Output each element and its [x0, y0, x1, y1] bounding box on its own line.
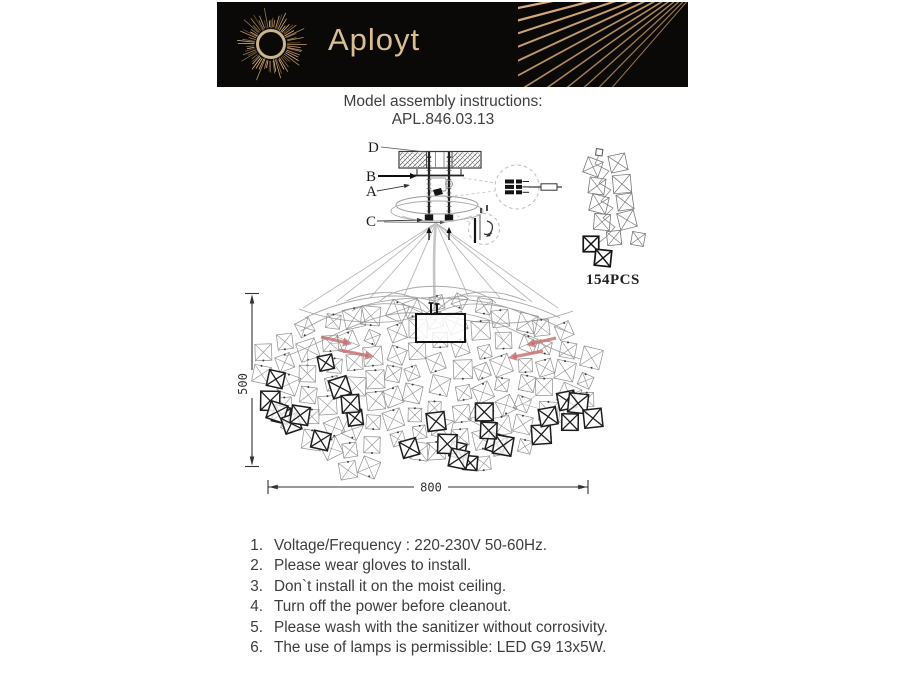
part-label-d: D	[368, 140, 379, 156]
instruction-item: 4. Turn off the power before cleanout.	[246, 598, 608, 618]
instruction-number: 2.	[250, 557, 263, 575]
instruction-text: Please wash with the sanitizer without c…	[274, 618, 608, 636]
instruction-number: 5.	[250, 618, 263, 636]
crystal-highlights	[259, 353, 604, 472]
instructions-list: 1. Voltage/Frequency : 220-230V 50-60Hz.…	[246, 537, 608, 659]
banner-rays-decoration	[518, 2, 688, 87]
instruction-number: 3.	[250, 577, 263, 595]
instruction-number: 6.	[250, 638, 263, 656]
instruction-text: Please wear gloves to install.	[274, 557, 472, 575]
part-label-b: B	[366, 169, 376, 185]
brand-banner: Aployt	[217, 2, 688, 87]
title-block: Model assembly instructions: APL.846.03.…	[143, 93, 743, 129]
part-label-a: A	[366, 184, 377, 200]
highlight-arrows	[320, 335, 557, 361]
instruction-item: 2. Please wear gloves to install.	[246, 557, 608, 577]
instruction-text: Don`t install it on the moist ceiling.	[274, 577, 507, 595]
instruction-text: Voltage/Frequency : 220-230V 50-60Hz.	[274, 537, 547, 554]
sunburst-logo-icon	[237, 8, 307, 81]
instruction-text: The use of lamps is permissible: LED G9 …	[274, 638, 607, 656]
model-number: APL.846.03.13	[391, 111, 495, 128]
suspension-wires	[302, 221, 559, 312]
instruction-number: 4.	[250, 598, 263, 616]
dimension-height-label: 500	[236, 373, 250, 395]
assembly-diagram: D B A C 500 800 154PCS	[236, 140, 646, 495]
pieces-count-label: 154PCS	[586, 272, 640, 288]
instruction-item: 6. The use of lamps is permissible: LED …	[246, 639, 608, 659]
brand-logo-text: Aployt	[328, 22, 421, 57]
instruction-item: 3. Don`t install it on the moist ceiling…	[246, 578, 608, 598]
page-title: Model assembly instructions:	[343, 93, 543, 110]
dimension-lines	[245, 292, 589, 494]
instruction-item: 5. Please wash with the sanitizer withou…	[246, 619, 608, 639]
driver-box	[415, 302, 466, 343]
crystal-cloud	[251, 292, 604, 481]
instruction-number: 1.	[250, 537, 263, 554]
instruction-item: 1. Voltage/Frequency : 220-230V 50-60Hz.	[246, 537, 608, 557]
dimension-width-label: 800	[420, 481, 442, 495]
part-label-c: C	[366, 214, 376, 230]
instruction-text: Turn off the power before cleanout.	[274, 598, 512, 616]
crystal-strand-detail	[582, 148, 646, 268]
ceiling-mount-detail	[376, 146, 562, 245]
